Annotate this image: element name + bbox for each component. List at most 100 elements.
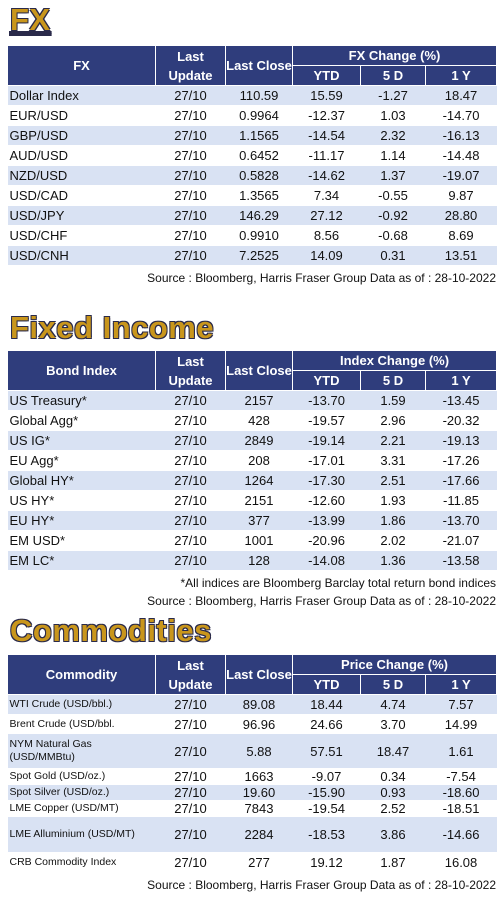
cell: 57.51 (292, 733, 361, 769)
cell: -15.90 (292, 784, 361, 801)
cell: 1.3565 (225, 185, 293, 206)
cell: 27/10 (155, 852, 226, 873)
cell: 27/10 (155, 490, 226, 511)
row-label: Spot Silver (USD/oz.) (7, 784, 156, 801)
cell: -14.62 (292, 165, 361, 186)
cell: 7.57 (425, 694, 497, 715)
footnote: Source : Bloomberg, Harris Fraser Group … (147, 271, 496, 285)
cell: 18.47 (360, 733, 426, 769)
data-table: Commodity Last Update Last Close Price Chan… (7, 654, 498, 873)
cell: 2.21 (360, 430, 426, 451)
cell: 9.87 (425, 185, 497, 206)
cell: 0.9964 (225, 105, 293, 126)
column-header: FX (7, 45, 156, 86)
cell: 0.9910 (225, 225, 293, 246)
table-row: GBP/USD 27/10 1.1565 -14.54 2.32 -16.13 (7, 125, 497, 146)
cell: -20.96 (292, 530, 361, 551)
cell: 428 (225, 410, 293, 431)
cell: 27/10 (155, 816, 226, 853)
cell: 27/10 (155, 733, 226, 769)
column-header: Last Update (155, 45, 226, 86)
cell: -14.48 (425, 145, 497, 166)
cell: -20.32 (425, 410, 497, 431)
row-label: Global HY* (7, 470, 156, 491)
cell: 0.5828 (225, 165, 293, 186)
table-row: USD/JPY 27/10 146.29 27.12 -0.92 28.80 (7, 205, 497, 226)
cell: 1.61 (425, 733, 497, 769)
cell: -12.37 (292, 105, 361, 126)
column-header: 1 Y (424, 674, 498, 695)
cell: 0.31 (360, 245, 426, 266)
cell: 1.87 (360, 852, 426, 873)
cell: 27/10 (155, 390, 226, 411)
cell: -14.08 (292, 550, 361, 571)
table-row: US IG* 27/10 2849 -19.14 2.21 -19.13 (7, 430, 497, 451)
column-header: Last Close (225, 350, 293, 391)
cell: 146.29 (225, 205, 293, 226)
cell: 128 (225, 550, 293, 571)
table-row: Dollar Index 27/10 110.59 15.59 -1.27 18.47 (7, 85, 497, 106)
cell: 27/10 (155, 430, 226, 451)
footnote: Source : Bloomberg, Harris Fraser Group … (147, 594, 496, 608)
data-table: FX Last Update Last Close FX Change (%) YTD 5… (7, 45, 498, 266)
cell: -12.60 (292, 490, 361, 511)
cell: 27/10 (155, 410, 226, 431)
row-label: USD/CAD (7, 185, 156, 206)
row-label: USD/CNH (7, 245, 156, 266)
table-row: Global Agg* 27/10 428 -19.57 2.96 -20.32 (7, 410, 497, 431)
header-row: Commodity Last Update Last Close Price Chan… (7, 654, 498, 695)
cell: 89.08 (225, 694, 293, 715)
section-title: Fixed Income (10, 310, 215, 345)
cell: 19.60 (225, 784, 293, 801)
table-row: EUR/USD 27/10 0.9964 -12.37 1.03 -14.70 (7, 105, 497, 126)
cell: 0.6452 (225, 145, 293, 166)
row-label: US HY* (7, 490, 156, 511)
cell: 27/10 (155, 145, 226, 166)
cell: 14.99 (425, 714, 497, 734)
cell: 15.59 (292, 85, 361, 106)
cell: 277 (225, 852, 293, 873)
cell: -14.70 (425, 105, 497, 126)
cell: -17.66 (425, 470, 497, 491)
cell: -13.99 (292, 510, 361, 531)
row-label: GBP/USD (7, 125, 156, 146)
cell: -14.54 (292, 125, 361, 146)
cell: 2.52 (360, 800, 426, 817)
section-title: Commodities (10, 613, 212, 648)
cell: 3.31 (360, 450, 426, 471)
cell: 27/10 (155, 784, 226, 801)
cell: -18.53 (292, 816, 361, 853)
cell: 0.93 (360, 784, 426, 801)
row-label: USD/CHF (7, 225, 156, 246)
cell: -7.54 (425, 768, 497, 785)
cell: -19.54 (292, 800, 361, 817)
table-row: Spot Gold (USD/oz.) 27/10 1663 -9.07 0.34 -7.… (7, 768, 497, 785)
data-table: Bond Index Last Update Last Close Index Cha… (7, 350, 498, 571)
table-block: Bond Index Last Update Last Close Index Cha… (7, 350, 498, 610)
cell: 1001 (225, 530, 293, 551)
table-row: NYM Natural Gas (USD/MMBtu) 27/10 5.88 57.5… (7, 733, 497, 769)
cell: 1.59 (360, 390, 426, 411)
table-row: EM USD* 27/10 1001 -20.96 2.02 -21.07 (7, 530, 497, 551)
cell: -11.17 (292, 145, 361, 166)
cell: 2284 (225, 816, 293, 853)
table-row: US Treasury* 27/10 2157 -13.70 1.59 -13.45 (7, 390, 497, 411)
section-title: FX (10, 2, 51, 37)
cell: 27/10 (155, 245, 226, 266)
cell: 24.66 (292, 714, 361, 734)
table-row: USD/CAD 27/10 1.3565 7.34 -0.55 9.87 (7, 185, 497, 206)
cell: 2.32 (360, 125, 426, 146)
cell: 27/10 (155, 125, 226, 146)
cell: 5.88 (225, 733, 293, 769)
cell: 110.59 (225, 85, 293, 106)
cell: 96.96 (225, 714, 293, 734)
cell: 27/10 (155, 205, 226, 226)
cell: 2.02 (360, 530, 426, 551)
cell: -11.85 (425, 490, 497, 511)
cell: -17.01 (292, 450, 361, 471)
cell: 27/10 (155, 550, 226, 571)
cell: 1.93 (360, 490, 426, 511)
cell: -0.68 (360, 225, 426, 246)
